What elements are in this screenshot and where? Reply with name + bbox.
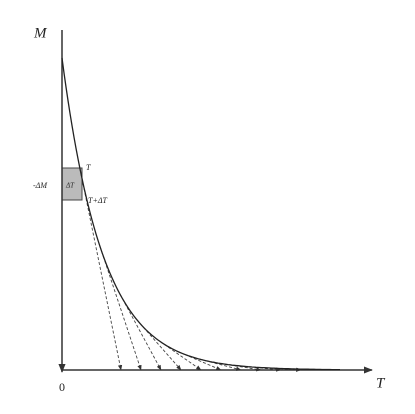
decay-curve bbox=[61, 57, 340, 371]
tangent-line bbox=[159, 341, 202, 371]
delta-m-label: -ΔM bbox=[33, 181, 48, 190]
origin-label: 0 bbox=[59, 380, 65, 394]
t-plus-label: T+ΔT bbox=[88, 196, 108, 205]
tangent-lines bbox=[79, 168, 302, 372]
tangent-line bbox=[79, 168, 123, 371]
t-label: T bbox=[86, 163, 91, 172]
tangent-line bbox=[119, 293, 162, 371]
x-axis-label: T bbox=[376, 375, 386, 391]
y-axis-label: M bbox=[33, 25, 48, 41]
delta-t-label: ΔT bbox=[65, 182, 75, 190]
